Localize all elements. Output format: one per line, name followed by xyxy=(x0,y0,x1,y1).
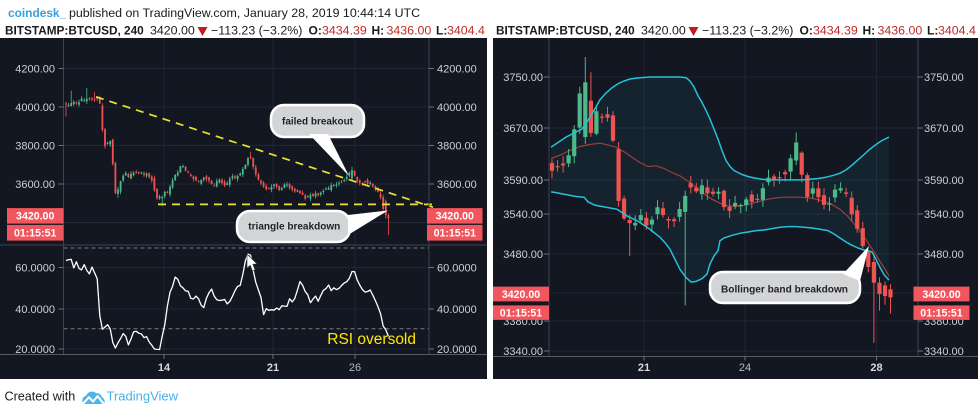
svg-text:01:15:51: 01:15:51 xyxy=(920,307,963,319)
svg-text:L:: L: xyxy=(436,24,447,38)
svg-text:3590.00: 3590.00 xyxy=(924,175,964,187)
svg-text:60.0000: 60.0000 xyxy=(15,263,55,275)
svg-text:4200.00: 4200.00 xyxy=(437,64,477,76)
svg-text:O:: O: xyxy=(309,24,322,38)
svg-text:BITSTAMP:BTCUSD, 240: BITSTAMP:BTCUSD, 240 xyxy=(5,24,144,38)
svg-text:3800.00: 3800.00 xyxy=(437,141,477,153)
svg-text:01:15:51: 01:15:51 xyxy=(14,228,57,240)
svg-text:Bollinger band breakdown: Bollinger band breakdown xyxy=(721,284,848,296)
svg-text:Created with: Created with xyxy=(5,390,76,404)
svg-text:3436.00: 3436.00 xyxy=(878,24,923,38)
svg-text:RSI oversold: RSI oversold xyxy=(327,331,416,348)
svg-text:3436.00: 3436.00 xyxy=(387,24,432,38)
svg-text:3480.00: 3480.00 xyxy=(503,249,543,261)
svg-text:3434.39: 3434.39 xyxy=(813,24,858,38)
svg-text:3800.00: 3800.00 xyxy=(15,141,55,153)
svg-text:3404.4: 3404.4 xyxy=(447,24,485,38)
svg-text:published on TradingView.com,: published on TradingView.com, January 28… xyxy=(69,6,420,20)
svg-text:failed breakout: failed breakout xyxy=(282,116,353,128)
svg-text:TradingView: TradingView xyxy=(107,389,179,404)
svg-text:01:15:51: 01:15:51 xyxy=(500,307,543,319)
svg-text:3420.00: 3420.00 xyxy=(502,289,540,301)
svg-text:3540.00: 3540.00 xyxy=(924,209,964,221)
svg-text:3420.00: 3420.00 xyxy=(641,24,686,38)
svg-text:3750.00: 3750.00 xyxy=(503,72,543,84)
svg-text:3480.00: 3480.00 xyxy=(924,249,964,261)
svg-text:L:: L: xyxy=(927,24,938,38)
svg-text:3750.00: 3750.00 xyxy=(924,72,964,84)
svg-text:3404.4: 3404.4 xyxy=(938,24,976,38)
svg-text:3420.00: 3420.00 xyxy=(150,24,195,38)
svg-text:26: 26 xyxy=(349,362,361,374)
svg-text:3670.00: 3670.00 xyxy=(503,123,543,135)
svg-text:14: 14 xyxy=(158,362,171,374)
svg-text:40.0000: 40.0000 xyxy=(15,304,55,316)
svg-text:24: 24 xyxy=(739,362,751,374)
svg-text:3670.00: 3670.00 xyxy=(924,123,964,135)
svg-text:3540.00: 3540.00 xyxy=(503,209,543,221)
svg-text:H:: H: xyxy=(863,24,876,38)
svg-text:3340.00: 3340.00 xyxy=(503,346,543,358)
svg-text:3600.00: 3600.00 xyxy=(437,179,477,191)
svg-text:28: 28 xyxy=(870,362,882,374)
svg-text:60.0000: 60.0000 xyxy=(437,263,477,275)
svg-text:4000.00: 4000.00 xyxy=(15,102,55,114)
svg-text:40.0000: 40.0000 xyxy=(437,304,477,316)
svg-text:−113.23 (−3.2%): −113.23 (−3.2%) xyxy=(702,24,793,38)
svg-text:triangle breakdown: triangle breakdown xyxy=(248,221,340,233)
svg-text:4000.00: 4000.00 xyxy=(437,102,477,114)
svg-text:3590.00: 3590.00 xyxy=(503,175,543,187)
svg-text:H:: H: xyxy=(372,24,385,38)
svg-text:3420.00: 3420.00 xyxy=(16,211,54,223)
svg-text:3434.39: 3434.39 xyxy=(322,24,367,38)
svg-text:O:: O: xyxy=(800,24,813,38)
svg-text:3420.00: 3420.00 xyxy=(922,289,960,301)
svg-text:3600.00: 3600.00 xyxy=(15,179,55,191)
svg-text:21: 21 xyxy=(638,362,650,374)
svg-text:3420.00: 3420.00 xyxy=(436,211,474,223)
svg-text:BITSTAMP:BTCUSD, 240: BITSTAMP:BTCUSD, 240 xyxy=(496,24,635,38)
svg-text:20.0000: 20.0000 xyxy=(437,344,477,356)
svg-text:4200.00: 4200.00 xyxy=(15,64,55,76)
svg-text:−113.23 (−3.2%): −113.23 (−3.2%) xyxy=(211,24,302,38)
svg-text:3340.00: 3340.00 xyxy=(924,346,964,358)
svg-text:coindesk_: coindesk_ xyxy=(8,6,67,20)
svg-text:01:15:51: 01:15:51 xyxy=(434,228,477,240)
svg-text:21: 21 xyxy=(267,362,279,374)
svg-text:20.0000: 20.0000 xyxy=(15,344,55,356)
